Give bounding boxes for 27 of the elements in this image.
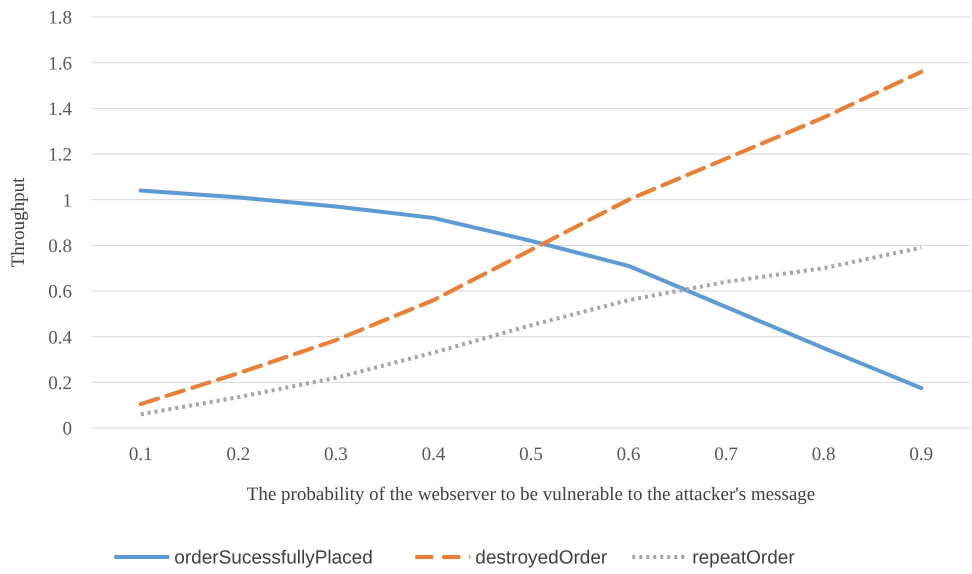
- y-axis-title: Throughput: [8, 176, 29, 268]
- x-tick-label: 0.7: [714, 444, 738, 465]
- y-tick-label: 1.8: [48, 8, 72, 29]
- line-series: [138, 70, 924, 406]
- x-tick-label: 0.3: [324, 444, 348, 465]
- line-series: [138, 246, 924, 416]
- y-tick-label: 1.2: [48, 144, 72, 166]
- y-tick-label: 1.4: [48, 98, 72, 120]
- legend-label: destroyedOrder: [475, 548, 608, 569]
- line-series: [138, 188, 924, 390]
- y-tick-label: 1.6: [48, 53, 72, 74]
- x-tick-label: 0.2: [226, 444, 250, 465]
- x-tick-label: 0.1: [128, 444, 153, 465]
- x-tick-label: 0.9: [909, 444, 934, 465]
- legend-label: orderSucessfullyPlaced: [174, 548, 373, 569]
- x-tick-label: 0.5: [519, 444, 543, 465]
- y-tick-label: 0.4: [48, 327, 72, 348]
- y-tick-label: 0.6: [48, 282, 72, 303]
- x-tick-label: 0.8: [812, 444, 836, 465]
- legend-label: repeatOrder: [692, 548, 796, 569]
- x-tick-label: 0.4: [422, 444, 446, 465]
- y-tick-label: 0: [62, 418, 72, 440]
- y-tick-label: 1: [62, 190, 72, 212]
- x-axis-title: The probability of the webserver to be vulnerable to the attacker's message: [246, 484, 816, 505]
- y-tick-label: 0.2: [48, 372, 72, 394]
- x-tick-label: 0.6: [616, 444, 640, 465]
- y-tick-label: 0.8: [48, 236, 72, 257]
